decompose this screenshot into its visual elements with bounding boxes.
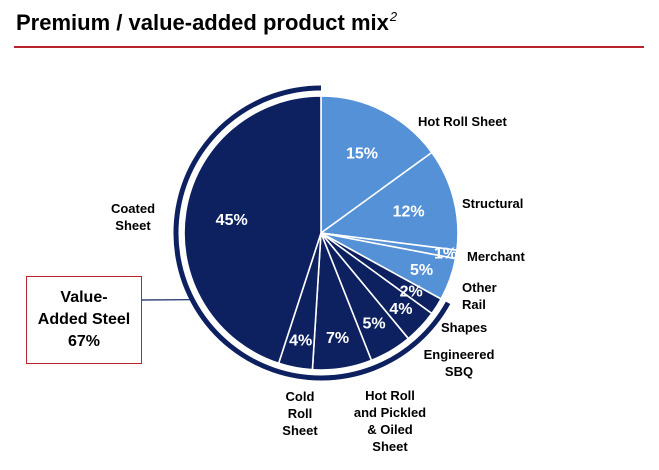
category-label-shapes: Shapes [441, 320, 487, 335]
value-label-engineered-sbq: 4% [389, 301, 412, 318]
category-label-hot-roll-sheet: Hot Roll Sheet [418, 114, 508, 129]
value-label-shapes: 2% [400, 283, 423, 300]
title-divider [14, 46, 644, 48]
value-label-cold-roll-sheet: 4% [289, 332, 312, 349]
value-label-hot-roll-and-pickled-oiled-sheet: 5% [362, 316, 385, 333]
title-text: Premium / value-added product mix [16, 10, 389, 35]
title-footnote-mark: 2 [389, 9, 398, 24]
value-label-merchant: 1% [434, 246, 457, 263]
value-label-structural: 12% [393, 204, 425, 221]
category-label-engineered-sbq: Engineered SBQ [424, 347, 495, 379]
value-label-other-rail: 5% [410, 262, 433, 279]
slice-coated-sheet [183, 95, 322, 365]
value-label-cold-roll-sheet: 7% [326, 330, 349, 347]
slice-structural [320, 151, 459, 251]
category-label-cold-roll-sheet: Cold Roll Sheet [282, 389, 318, 438]
category-label-coated-sheet: Coated Sheet [111, 201, 155, 233]
category-label-hot-roll-and-pickled-oiled-sheet: Hot Roll and Pickled & Oiled Sheet [354, 388, 426, 454]
value-label-hot-roll-sheet: 15% [346, 145, 378, 162]
slice-hot-roll-sheet [320, 95, 433, 234]
value-added-callout-text: Value- Added Steel 67% [37, 289, 131, 350]
value-added-arc [173, 85, 451, 381]
value-label-coated-sheet: 45% [216, 212, 248, 229]
category-label-merchant: Merchant [467, 249, 525, 264]
value-added-callout: Value- Added Steel 67% [26, 276, 142, 364]
page-title: Premium / value-added product mix2 [16, 9, 397, 36]
category-label-other-rail: Other Rail [462, 280, 497, 312]
category-label-structural: Structural [462, 196, 523, 211]
